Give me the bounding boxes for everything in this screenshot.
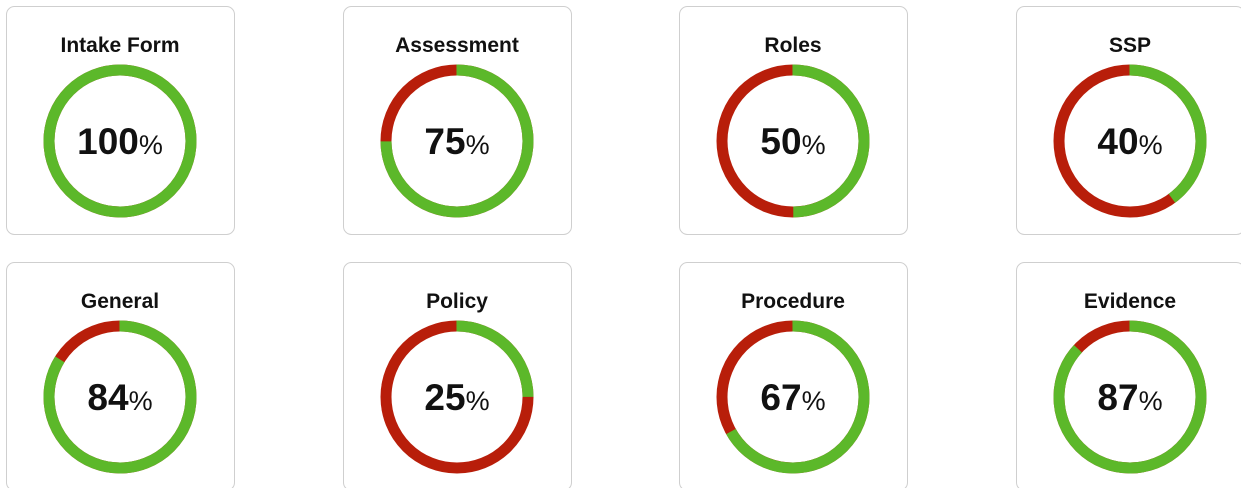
progress-arc: [43, 64, 197, 218]
percent-value: 50: [760, 121, 801, 162]
percent-unit: %: [139, 130, 163, 160]
progress-arc: [716, 320, 870, 474]
percent-label: 75%: [424, 121, 489, 162]
percent-value: 100: [77, 121, 139, 162]
percent-value: 87: [1097, 377, 1138, 418]
percent-unit: %: [802, 130, 826, 160]
progress-card[interactable]: SSP 40%: [1016, 6, 1241, 235]
percent-label: 100%: [77, 121, 163, 162]
percent-label: 25%: [424, 377, 489, 418]
percent-label: 50%: [760, 121, 825, 162]
progress-card[interactable]: Assessment 75%: [343, 6, 572, 235]
percent-label: 84%: [87, 377, 152, 418]
progress-card[interactable]: Evidence 87%: [1016, 262, 1241, 488]
percent-unit: %: [466, 386, 490, 416]
card-title: General: [81, 290, 159, 313]
percent-value: 75: [424, 121, 465, 162]
progress-arc: [1053, 320, 1207, 474]
percent-value: 25: [424, 377, 465, 418]
percent-unit: %: [129, 386, 153, 416]
percent-label: 40%: [1097, 121, 1162, 162]
percent-value: 84: [87, 377, 129, 418]
progress-arc: [380, 320, 534, 474]
card-title: Evidence: [1084, 290, 1176, 313]
progress-arc: [1053, 64, 1207, 218]
card-title: Assessment: [395, 34, 519, 57]
card-title: Policy: [426, 290, 488, 313]
percent-unit: %: [466, 130, 490, 160]
card-title: Roles: [764, 34, 821, 57]
progress-card[interactable]: Policy 25%: [343, 262, 572, 488]
percent-label: 87%: [1097, 377, 1162, 418]
percent-unit: %: [1139, 130, 1163, 160]
percent-value: 67: [760, 377, 801, 418]
card-title: Intake Form: [60, 34, 179, 57]
progress-card[interactable]: Procedure 67%: [679, 262, 908, 488]
progress-arc: [716, 64, 870, 218]
card-title: Procedure: [741, 290, 845, 313]
progress-arc: [43, 320, 197, 474]
percent-value: 40: [1097, 121, 1138, 162]
progress-arc: [380, 64, 534, 218]
percent-unit: %: [802, 386, 826, 416]
percent-unit: %: [1139, 386, 1163, 416]
progress-card[interactable]: General 84%: [6, 262, 235, 488]
percent-label: 67%: [760, 377, 825, 418]
progress-card[interactable]: Intake Form 100%: [6, 6, 235, 235]
card-title: SSP: [1109, 34, 1151, 57]
progress-card[interactable]: Roles 50%: [679, 6, 908, 235]
